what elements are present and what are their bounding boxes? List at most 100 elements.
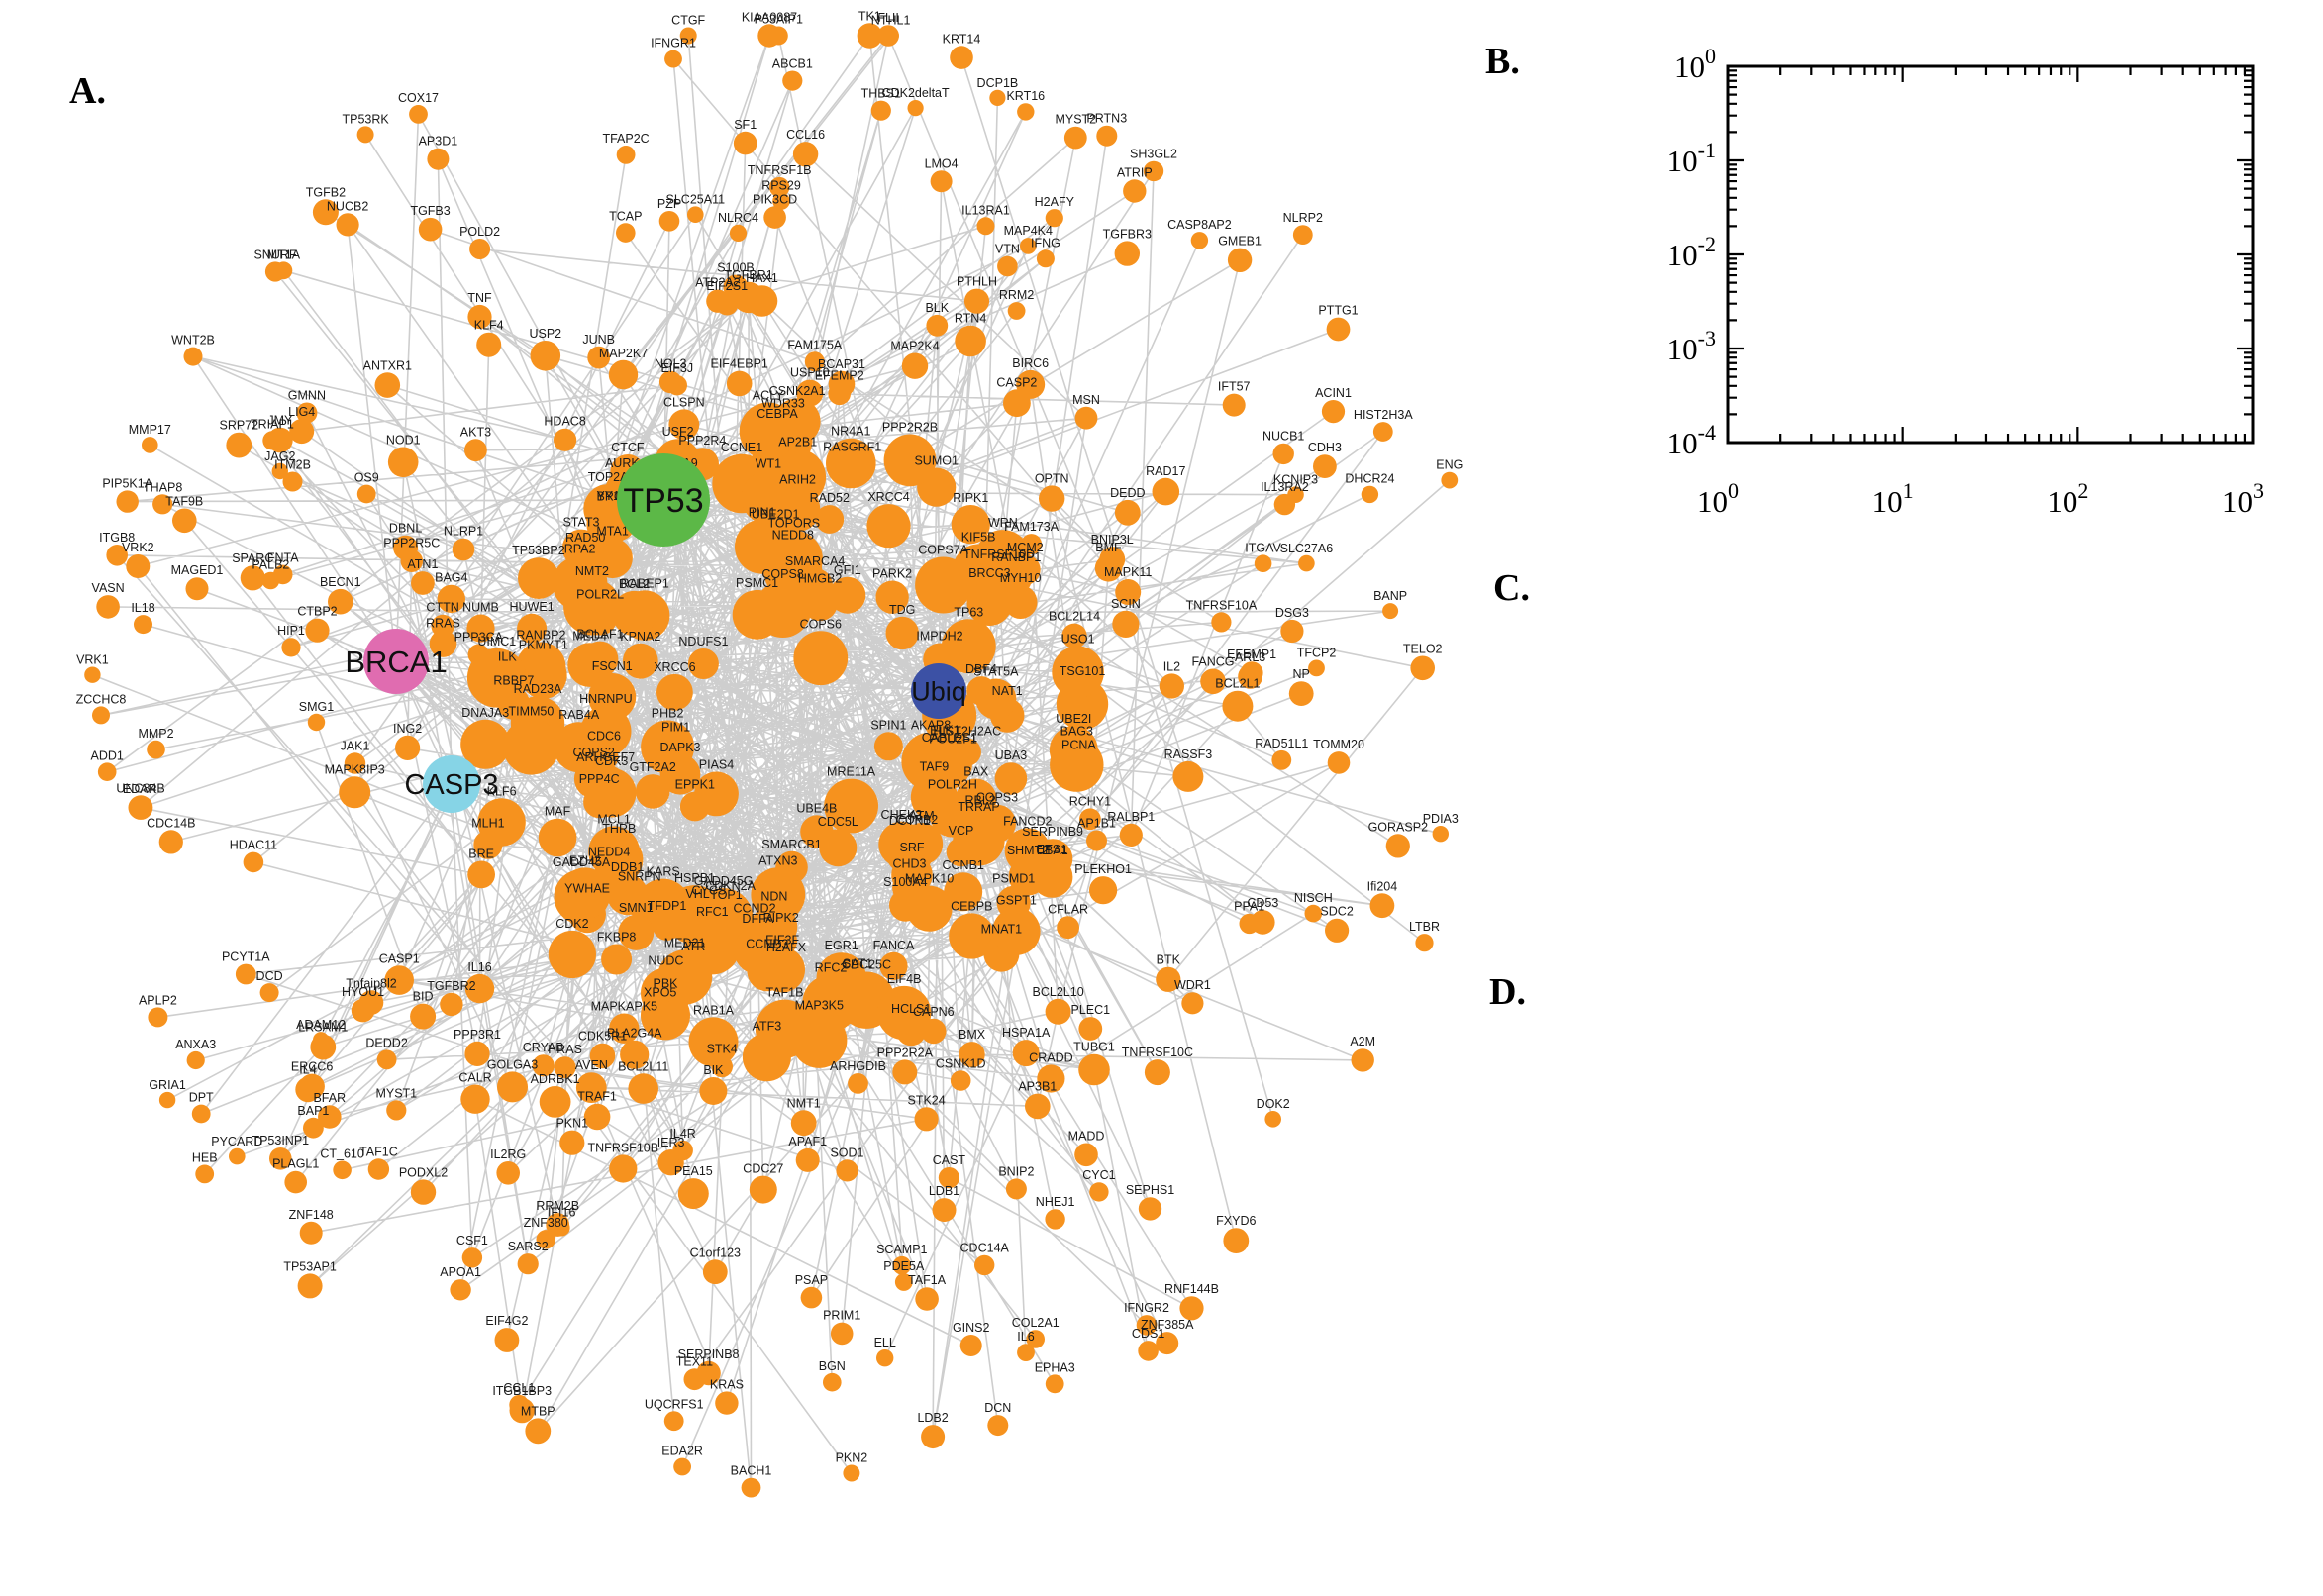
network-node: [688, 1017, 739, 1067]
network-node-label: CAPN6: [913, 1005, 955, 1019]
network-node: [356, 126, 374, 144]
network-node-label: NEDD4: [588, 845, 630, 858]
network-node-label: IL16: [467, 960, 491, 974]
network-node-label: DSG3: [1275, 606, 1309, 620]
network-node-label: HYOU1: [342, 985, 384, 999]
network-node-label: ITGAV: [1245, 542, 1281, 555]
network-node: [1240, 661, 1263, 685]
network-node: [1000, 563, 1032, 595]
network-node-label: UNC84B: [116, 781, 164, 795]
network-node: [1061, 623, 1087, 648]
network-node: [1089, 1182, 1109, 1202]
network-node: [843, 1464, 860, 1482]
network-node-label: POLR2H: [928, 777, 977, 791]
network-node-label: PPP2R2B: [882, 421, 938, 435]
network-node-label: H2AFX: [766, 941, 807, 954]
network-node-label: PBK: [653, 976, 678, 990]
network-node-label: ADAM12: [296, 1018, 346, 1032]
network-node: [758, 24, 781, 48]
network-node: [152, 494, 173, 515]
network-node: [1063, 126, 1087, 150]
network-node-label: NTHL1: [871, 14, 911, 28]
network-node: [429, 630, 457, 657]
network-node: [733, 131, 758, 155]
network-node: [657, 949, 713, 1005]
network-node-label: Ifi204: [1367, 879, 1398, 893]
network-node-label: COPS7A: [918, 544, 968, 557]
network-node-label: CD53: [1247, 896, 1278, 910]
network-node-label: ITGB8: [99, 531, 135, 545]
network-node: [92, 706, 110, 725]
network-node: [769, 449, 827, 506]
network-node: [496, 1161, 520, 1185]
network-node-label: MAPKAPK5: [591, 1000, 657, 1014]
network-node: [672, 1140, 693, 1161]
network-node-label: ENG: [1436, 458, 1463, 472]
network-node-label: NMT2: [575, 564, 609, 578]
network-node-label: CDK3: [595, 754, 628, 768]
network-node: [658, 211, 680, 232]
network-node: [106, 545, 128, 566]
network-node-label: TP53AP1: [283, 1259, 337, 1273]
network-node-label: JUNB: [582, 333, 615, 347]
network-node-label: IFNGR1: [651, 37, 696, 50]
network-node-label: UBA3: [995, 748, 1028, 762]
network-node-label: FXYD6: [1216, 1214, 1256, 1228]
network-node: [879, 951, 908, 981]
network-node-label: DOK2: [1257, 1097, 1290, 1111]
network-node: [921, 1425, 946, 1449]
network-node-label: NUCB2: [327, 199, 368, 213]
network-node: [518, 557, 559, 599]
network-node-label: IL18: [131, 601, 154, 615]
network-node-label: TAF9: [920, 760, 950, 774]
network-node-label: DNAJA3: [461, 706, 509, 720]
network-node: [950, 46, 973, 69]
network-node-label: HAX1: [746, 271, 778, 285]
network-node: [235, 963, 256, 985]
network-node-label: RASSF3: [1164, 748, 1213, 761]
network-node: [921, 1018, 947, 1045]
network-node-label: PIAS4: [699, 758, 734, 772]
network-node-label: SRP72: [219, 419, 258, 433]
network-node-label: HMGB2: [798, 572, 843, 586]
network-node: [1308, 659, 1325, 677]
network-node-label: BMX: [959, 1028, 986, 1042]
network-node: [259, 983, 279, 1003]
network-node-label: SERPINB9: [1022, 825, 1083, 839]
network-node: [696, 1360, 721, 1386]
network-node-label: ATM: [909, 809, 934, 823]
network-node-label: RANBP1: [991, 550, 1041, 564]
network-node: [553, 1219, 570, 1237]
network-node-label: HCLS1: [891, 1002, 931, 1016]
network-node: [609, 1013, 640, 1044]
network-node-label: PPP2R4: [678, 434, 726, 448]
network-node-label: UBE2D1: [752, 508, 800, 522]
network-node-label: PSAP: [795, 1273, 828, 1287]
network-node: [440, 992, 463, 1017]
network-node-label: ILK: [498, 649, 517, 663]
network-node: [297, 1273, 323, 1299]
network-node: [1036, 249, 1055, 268]
network-node-label: DCP1B: [977, 76, 1019, 90]
panel-label-d: D.: [1489, 971, 1526, 1013]
network-node-label: COPS6: [800, 617, 842, 631]
network-node-label: PYCARD: [211, 1135, 262, 1148]
network-node: [772, 192, 790, 210]
network-node-label: TFAP2C: [602, 132, 649, 146]
network-node-label: EIF4G2: [485, 1314, 528, 1328]
network-node-label: MAF: [545, 805, 571, 819]
network-node-label: ITGB1BP3: [492, 1384, 552, 1398]
network-node: [1227, 248, 1253, 272]
network-node: [1144, 1059, 1170, 1086]
network-node: [628, 1073, 658, 1104]
network-node-label: MCM2: [1007, 541, 1044, 554]
network-node: [1114, 499, 1141, 526]
network-node-label: VCP: [949, 824, 974, 838]
network-node-label: TFCP2: [1297, 646, 1337, 659]
network-node: [906, 885, 953, 932]
network-node-label: MYH10: [1000, 571, 1042, 585]
network-node-label: WDR1: [1174, 978, 1211, 992]
network-node-label: ITM2B: [274, 458, 311, 472]
network-node-label: RPS29: [761, 178, 801, 192]
network-node-label: MAPK11: [1104, 565, 1152, 579]
